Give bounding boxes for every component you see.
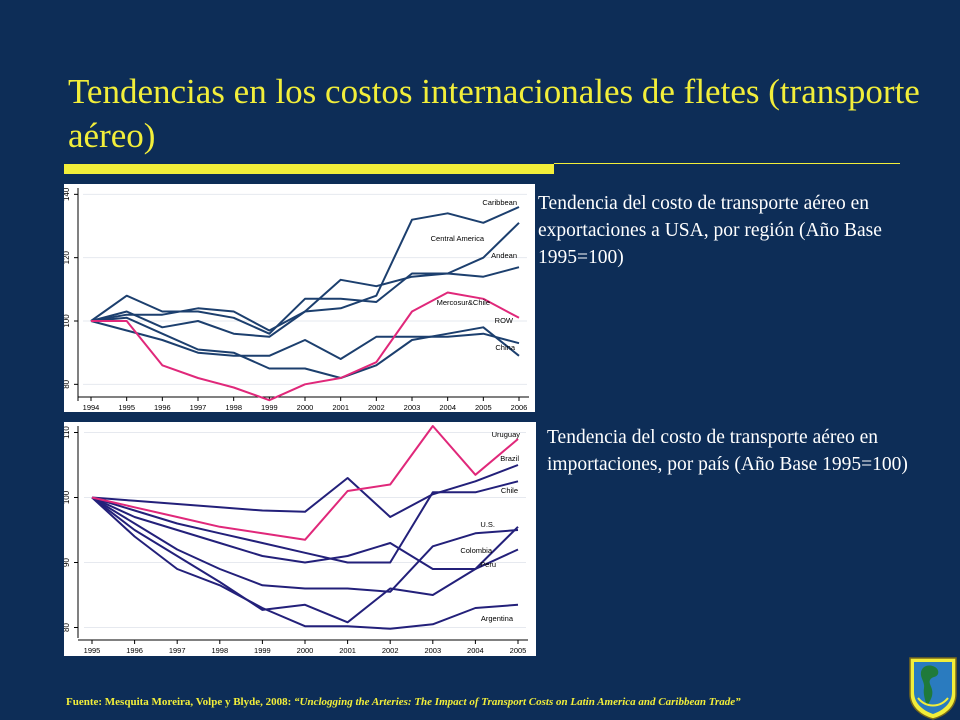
- import-chart-caption: Tendencia del costo de transporte aéreo …: [547, 427, 908, 475]
- chart1-line-mercosur-chile: [91, 291, 520, 402]
- chart2-xtick-label: 1996: [126, 646, 143, 655]
- export-chart-caption: Tendencia del costo de transporte aéreo …: [538, 193, 882, 268]
- chart2-line-uruguay: [91, 425, 519, 541]
- chart2-xtick-label: 1997: [169, 646, 186, 655]
- chart2-ytick-label: 90: [64, 558, 71, 567]
- chart2-ytick-label: 80: [64, 623, 71, 632]
- chart2-ytick-label: 110: [64, 426, 71, 439]
- chart1-xtick-label: 1998: [225, 403, 242, 412]
- import-cost-chart-svg: 80 90 100 110 1995 1996 1997 1998 1999 2000 2001 20…: [62, 425, 528, 655]
- chart2-ytick-label: 100: [64, 490, 71, 504]
- source-footnote: Fuente: Mesquita Moreira, Volpe y Blyde,…: [66, 696, 896, 708]
- chart2-series-label-chile: Chile: [501, 486, 518, 495]
- chart2-xtick-label: 1995: [84, 646, 101, 655]
- chart1-xtick-label: 1994: [83, 403, 100, 412]
- chart2-line-u-s: [91, 496, 519, 570]
- chart2-series-label-argentina: Argentina: [481, 614, 514, 623]
- chart2-xtick-label: 2002: [382, 646, 399, 655]
- chart2-line-peru: [91, 496, 519, 624]
- chart2-xtick-label: 2003: [424, 646, 441, 655]
- export-cost-chart-svg: 80 100 120 140 1994 1995 1996 1997 1998 1999 2000 2…: [62, 187, 529, 412]
- footnote-prefix: Fuente: Mesquita Moreira, Volpe y Blyde,…: [66, 696, 295, 708]
- import-cost-chart: 80 90 100 110 1995 1996 1997 1998 1999 2000 2001 20…: [62, 422, 536, 656]
- chart1-series-label-andean: Andean: [491, 251, 517, 260]
- chart1-xtick-label: 1995: [118, 403, 135, 412]
- chart1-series-label-mercosur-chile: Mercosur&Chile: [437, 298, 490, 307]
- institution-logo-icon: [909, 657, 957, 720]
- chart2-series-label-colombia: Colombia: [460, 546, 493, 555]
- chart1-series-label-row: ROW: [495, 316, 514, 325]
- chart2-xtick-label: 1999: [254, 646, 271, 655]
- chart1-ytick-label: 100: [64, 314, 71, 328]
- chart2-series-label-uruguay: Uruguay: [492, 430, 521, 439]
- chart1-xtick-label: 1997: [190, 403, 207, 412]
- chart2-xtick-label: 2001: [339, 646, 356, 655]
- chart2-series-label-brazil: Brazil: [500, 454, 519, 463]
- title-rule-thin: [554, 163, 900, 164]
- chart1-line-china: [90, 316, 520, 379]
- chart2-line-chile: [91, 480, 519, 564]
- chart1-xtick-label: 2005: [475, 403, 492, 412]
- chart1-line-andean: [90, 266, 520, 332]
- chart2-line-colombia: [91, 496, 519, 593]
- chart2-xtick-label: 2005: [510, 646, 527, 655]
- chart1-ytick-label: 140: [64, 187, 71, 201]
- chart1-xtick-label: 2003: [404, 403, 421, 412]
- chart1-xtick-label: 2002: [368, 403, 385, 412]
- chart1-ytick-label: 120: [64, 250, 71, 264]
- footnote-title: “Unclogging the Arteries: The Impact of …: [294, 696, 741, 708]
- slide-title: Tendencias en los costos internacionales…: [68, 72, 920, 155]
- export-cost-chart: 80 100 120 140 1994 1995 1996 1997 1998 1999 2000 2…: [62, 184, 535, 412]
- chart1-xtick-label: 2001: [332, 403, 349, 412]
- chart2-plot-area: [84, 426, 526, 634]
- chart1-line-row: [90, 320, 520, 360]
- chart1-xtick-label: 1996: [154, 403, 171, 412]
- chart2-line-argentina: [91, 496, 519, 630]
- title-rule-thick: [64, 164, 554, 174]
- chart1-xtick-label: 2004: [439, 403, 456, 412]
- chart1-xtick-label: 2000: [297, 403, 314, 412]
- chart2-xtick-label: 2000: [297, 646, 314, 655]
- chart1-series-label-caribbean: Caribbean: [482, 198, 517, 207]
- chart2-series-label-u-s: U.S.: [480, 520, 495, 529]
- chart1-xtick-label: 2006: [511, 403, 528, 412]
- chart1-xtick-label: 1999: [261, 403, 278, 412]
- chart2-xtick-label: 2004: [467, 646, 484, 655]
- chart1-plot-area: [83, 188, 527, 397]
- chart1-series-label-central-america: Central America: [431, 234, 485, 243]
- chart2-xtick-label: 1998: [211, 646, 228, 655]
- chart2-series-label-peru: Peru: [480, 560, 496, 569]
- chart1-ytick-label: 80: [64, 379, 71, 388]
- chart1-series-label-china: China: [495, 343, 515, 352]
- chart2-line-brazil: [91, 464, 519, 518]
